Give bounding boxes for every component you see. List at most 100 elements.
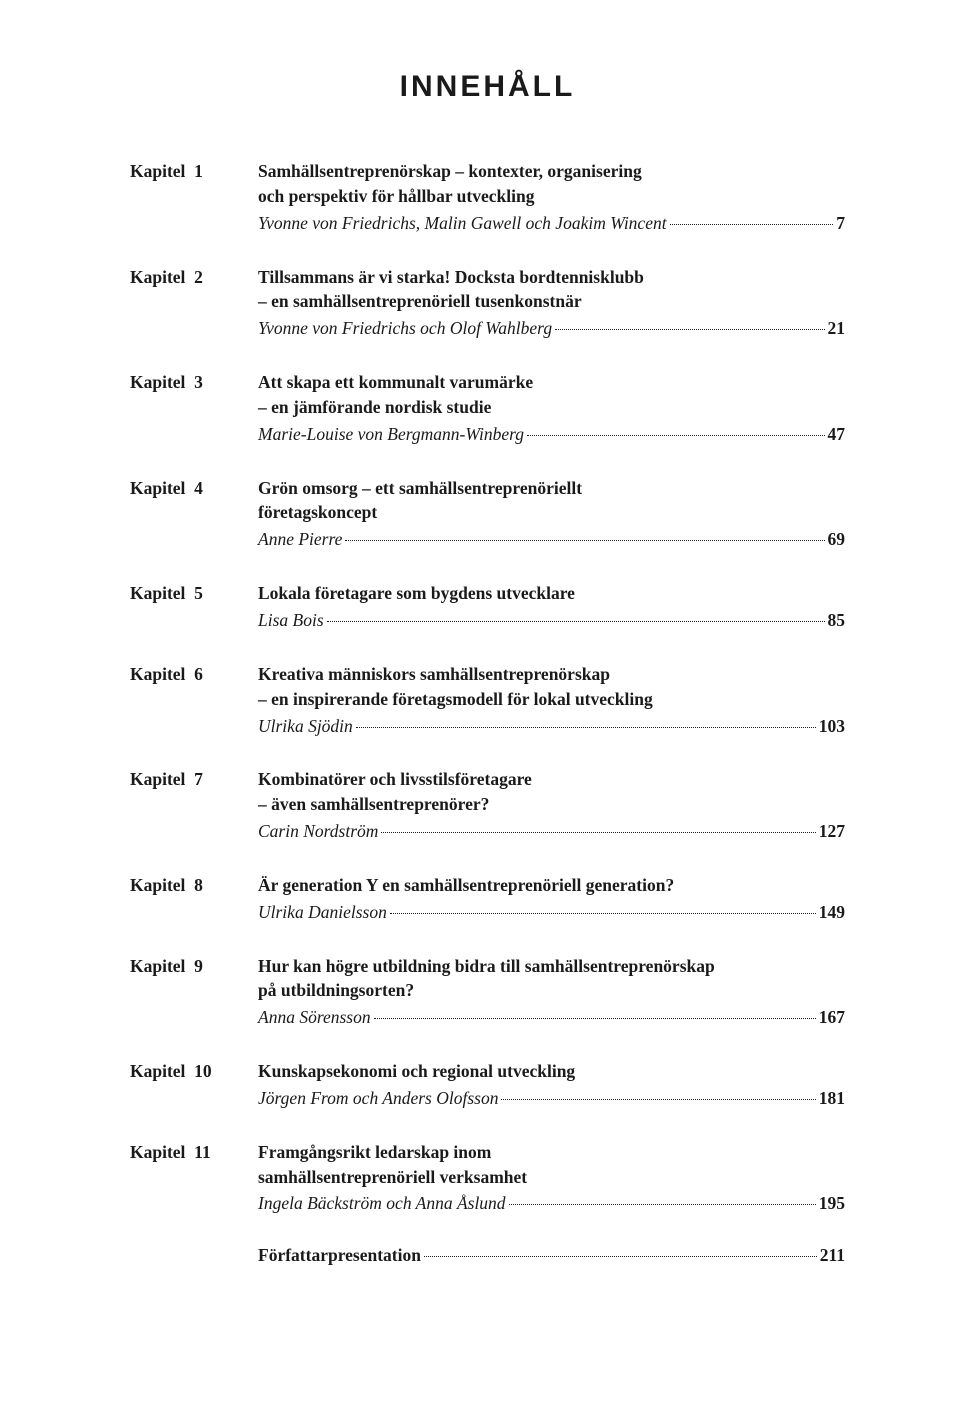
chapter-title-line: Hur kan högre utbildning bidra till samh… <box>258 954 845 979</box>
chapter-title: Tillsammans är vi starka! Docksta bordte… <box>258 265 845 315</box>
dot-leader <box>501 1099 815 1100</box>
chapter-label: Kapitel 4 <box>130 476 258 501</box>
chapter-title-line: och perspektiv för hållbar utveckling <box>258 184 845 209</box>
dot-leader <box>670 224 834 225</box>
chapter-authors: Marie-Louise von Bergmann-Winberg <box>258 422 524 447</box>
chapter-title-line: Lokala företagare som bygdens utvecklare <box>258 581 845 606</box>
chapter-title-line: – en samhällsentreprenöriell tusenkonstn… <box>258 289 845 314</box>
chapter-title-line: Framgångsrikt ledarskap inom <box>258 1140 845 1165</box>
toc-entry: Kapitel 1Samhällsentreprenörskap – konte… <box>130 159 845 236</box>
chapter-title-line: Samhällsentreprenörskap – kontexter, org… <box>258 159 845 184</box>
author-line: Ulrika Sjödin 103 <box>258 714 845 739</box>
chapter-title-line: – även samhällsentreprenörer? <box>258 792 845 817</box>
author-line: Carin Nordström 127 <box>258 819 845 844</box>
toc-entry: Kapitel 5Lokala företagare som bygdens u… <box>130 581 845 633</box>
chapter-title-line: företagskoncept <box>258 500 845 525</box>
appendix-entry: Författarpresentation 211 <box>258 1245 845 1266</box>
chapter-title: Att skapa ett kommunalt varumärke– en jä… <box>258 370 845 420</box>
chapter-body: Kunskapsekonomi och regional utvecklingJ… <box>258 1059 845 1111</box>
chapter-title-line: Kunskapsekonomi och regional utveckling <box>258 1059 845 1084</box>
toc-entry: Kapitel 8Är generation Y en samhällsentr… <box>130 873 845 925</box>
chapter-label: Kapitel 3 <box>130 370 258 395</box>
chapter-authors: Jörgen From och Anders Olofsson <box>258 1086 498 1111</box>
dot-leader <box>390 913 816 914</box>
toc-entry: Kapitel 10Kunskapsekonomi och regional u… <box>130 1059 845 1111</box>
chapter-title-line: Tillsammans är vi starka! Docksta bordte… <box>258 265 845 290</box>
dot-leader <box>509 1204 816 1205</box>
chapter-page: 181 <box>819 1086 845 1111</box>
chapter-title: Kunskapsekonomi och regional utveckling <box>258 1059 845 1084</box>
chapter-page: 7 <box>836 211 845 236</box>
chapter-page: 167 <box>819 1005 845 1030</box>
appendix-label: Författarpresentation <box>258 1245 421 1266</box>
author-line: Yvonne von Friedrichs, Malin Gawell och … <box>258 211 845 236</box>
chapter-authors: Anne Pierre <box>258 527 342 552</box>
chapter-title-line: – en jämförande nordisk studie <box>258 395 845 420</box>
toc-entry: Kapitel 2Tillsammans är vi starka! Docks… <box>130 265 845 342</box>
chapter-label: Kapitel 11 <box>130 1140 258 1165</box>
dot-leader <box>374 1018 816 1019</box>
author-line: Ingela Bäckström och Anna Åslund 195 <box>258 1191 845 1216</box>
toc-entry: Kapitel 3Att skapa ett kommunalt varumär… <box>130 370 845 447</box>
chapter-body: Lokala företagare som bygdens utvecklare… <box>258 581 845 633</box>
chapter-title: Framgångsrikt ledarskap inomsamhällsentr… <box>258 1140 845 1190</box>
chapter-authors: Anna Sörensson <box>258 1005 371 1030</box>
chapter-title-line: på utbildningsorten? <box>258 978 845 1003</box>
toc-entry: Kapitel 4Grön omsorg – ett samhällsentre… <box>130 476 845 553</box>
chapter-page: 85 <box>828 608 846 633</box>
toc-entry: Kapitel 11Framgångsrikt ledarskap inomsa… <box>130 1140 845 1217</box>
toc-entry: Kapitel 7Kombinatörer och livsstilsföret… <box>130 767 845 844</box>
chapter-title-line: Att skapa ett kommunalt varumärke <box>258 370 845 395</box>
dot-leader <box>345 540 824 541</box>
chapter-body: Kombinatörer och livsstilsföretagare– äv… <box>258 767 845 844</box>
chapter-title-line: Grön omsorg – ett samhällsentreprenöriel… <box>258 476 845 501</box>
author-line: Yvonne von Friedrichs och Olof Wahlberg 2… <box>258 316 845 341</box>
chapter-label: Kapitel 8 <box>130 873 258 898</box>
chapter-page: 69 <box>828 527 846 552</box>
author-line: Lisa Bois 85 <box>258 608 845 633</box>
dot-leader <box>424 1256 817 1257</box>
chapter-authors: Yvonne von Friedrichs och Olof Wahlberg <box>258 316 552 341</box>
chapter-label: Kapitel 1 <box>130 159 258 184</box>
chapter-body: Hur kan högre utbildning bidra till samh… <box>258 954 845 1031</box>
chapter-page: 127 <box>819 819 845 844</box>
chapter-title: Hur kan högre utbildning bidra till samh… <box>258 954 845 1004</box>
chapter-label: Kapitel 6 <box>130 662 258 687</box>
chapter-authors: Ingela Bäckström och Anna Åslund <box>258 1191 506 1216</box>
chapter-label: Kapitel 9 <box>130 954 258 979</box>
chapter-authors: Lisa Bois <box>258 608 324 633</box>
chapter-title-line: – en inspirerande företagsmodell för lok… <box>258 687 845 712</box>
toc-list: Kapitel 1Samhällsentreprenörskap – konte… <box>130 159 845 1216</box>
chapter-title: Kombinatörer och livsstilsföretagare– äv… <box>258 767 845 817</box>
chapter-title-line: Kreativa människors samhällsentreprenörs… <box>258 662 845 687</box>
dot-leader <box>527 435 824 436</box>
appendix-page: 211 <box>820 1245 845 1266</box>
dot-leader <box>327 621 825 622</box>
chapter-body: Grön omsorg – ett samhällsentreprenöriel… <box>258 476 845 553</box>
chapter-authors: Yvonne von Friedrichs, Malin Gawell och … <box>258 211 667 236</box>
chapter-label: Kapitel 5 <box>130 581 258 606</box>
chapter-page: 21 <box>828 316 846 341</box>
chapter-title: Är generation Y en samhällsentreprenörie… <box>258 873 845 898</box>
chapter-label: Kapitel 10 <box>130 1059 258 1084</box>
dot-leader <box>555 329 824 330</box>
toc-entry: Kapitel 9Hur kan högre utbildning bidra … <box>130 954 845 1031</box>
toc-heading: INNEHÅLL <box>130 70 845 104</box>
chapter-body: Samhällsentreprenörskap – kontexter, org… <box>258 159 845 236</box>
chapter-body: Tillsammans är vi starka! Docksta bordte… <box>258 265 845 342</box>
author-line: Anne Pierre 69 <box>258 527 845 552</box>
chapter-page: 195 <box>819 1191 845 1216</box>
chapter-page: 103 <box>819 714 845 739</box>
page: INNEHÅLL Kapitel 1Samhällsentreprenörska… <box>0 0 960 1408</box>
chapter-title-line: Kombinatörer och livsstilsföretagare <box>258 767 845 792</box>
chapter-authors: Ulrika Danielsson <box>258 900 387 925</box>
chapter-body: Att skapa ett kommunalt varumärke– en jä… <box>258 370 845 447</box>
author-line: Marie-Louise von Bergmann-Winberg47 <box>258 422 845 447</box>
chapter-title: Samhällsentreprenörskap – kontexter, org… <box>258 159 845 209</box>
chapter-authors: Ulrika Sjödin <box>258 714 353 739</box>
author-line: Ulrika Danielsson149 <box>258 900 845 925</box>
dot-leader <box>356 727 816 728</box>
dot-leader <box>381 832 815 833</box>
chapter-authors: Carin Nordström <box>258 819 378 844</box>
chapter-title-line: Är generation Y en samhällsentreprenörie… <box>258 873 845 898</box>
